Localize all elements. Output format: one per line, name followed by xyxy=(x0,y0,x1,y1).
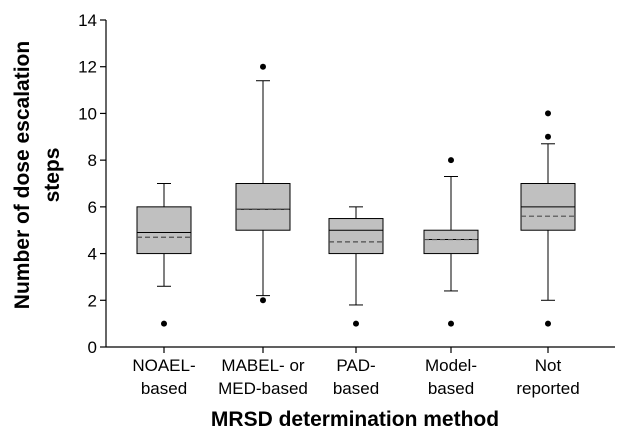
box xyxy=(235,183,291,231)
box xyxy=(136,206,192,255)
outlier-point xyxy=(353,320,359,327)
y-tick-label: 12 xyxy=(78,58,97,77)
outlier-point xyxy=(545,320,551,327)
outlier-point xyxy=(448,157,454,164)
box xyxy=(328,218,384,255)
y-tick-label: 8 xyxy=(88,151,97,170)
category-label: PAD- xyxy=(336,356,375,375)
y-tick-label: 10 xyxy=(78,104,97,123)
category-label: NOAEL- xyxy=(132,356,195,375)
category-label: based xyxy=(333,379,379,398)
category-label: MED-based xyxy=(218,379,308,398)
outlier-point xyxy=(545,133,551,140)
outlier-point xyxy=(260,297,266,304)
y-axis-title: Number of dose escalation steps xyxy=(11,41,64,309)
category-label: reported xyxy=(516,379,579,398)
y-tick-label: 14 xyxy=(78,11,97,30)
x-axis-title: MRSD determination method xyxy=(211,408,499,431)
box-group xyxy=(235,63,291,304)
y-tick-label: 6 xyxy=(88,198,97,217)
outlier-point xyxy=(545,110,551,117)
y-axis-title-line1: Number of dose escalation xyxy=(11,41,34,309)
x-axis: NOAEL-based MABEL- or MED-based PAD-based Mo… xyxy=(106,346,615,398)
outlier-point xyxy=(161,320,167,327)
y-tick-label: 2 xyxy=(88,291,97,310)
y-axis-title-line2: steps xyxy=(41,148,64,203)
category-label: Not xyxy=(535,356,562,375)
y-tick-label: 4 xyxy=(88,245,97,264)
y-tick-label: 0 xyxy=(88,338,97,357)
box-group xyxy=(136,183,192,327)
category-label: Model- xyxy=(425,356,477,375)
category-label: MABEL- or xyxy=(221,356,304,375)
box-group xyxy=(423,157,479,327)
box-group xyxy=(520,110,576,327)
box-group xyxy=(328,206,384,327)
y-axis: 0 2 4 6 8 10 12 14 xyxy=(78,11,107,357)
category-label: based xyxy=(428,379,474,398)
boxes-group xyxy=(136,63,576,327)
box xyxy=(423,229,479,255)
category-label: based xyxy=(141,379,187,398)
outlier-point xyxy=(260,63,266,70)
outlier-point xyxy=(448,320,454,327)
